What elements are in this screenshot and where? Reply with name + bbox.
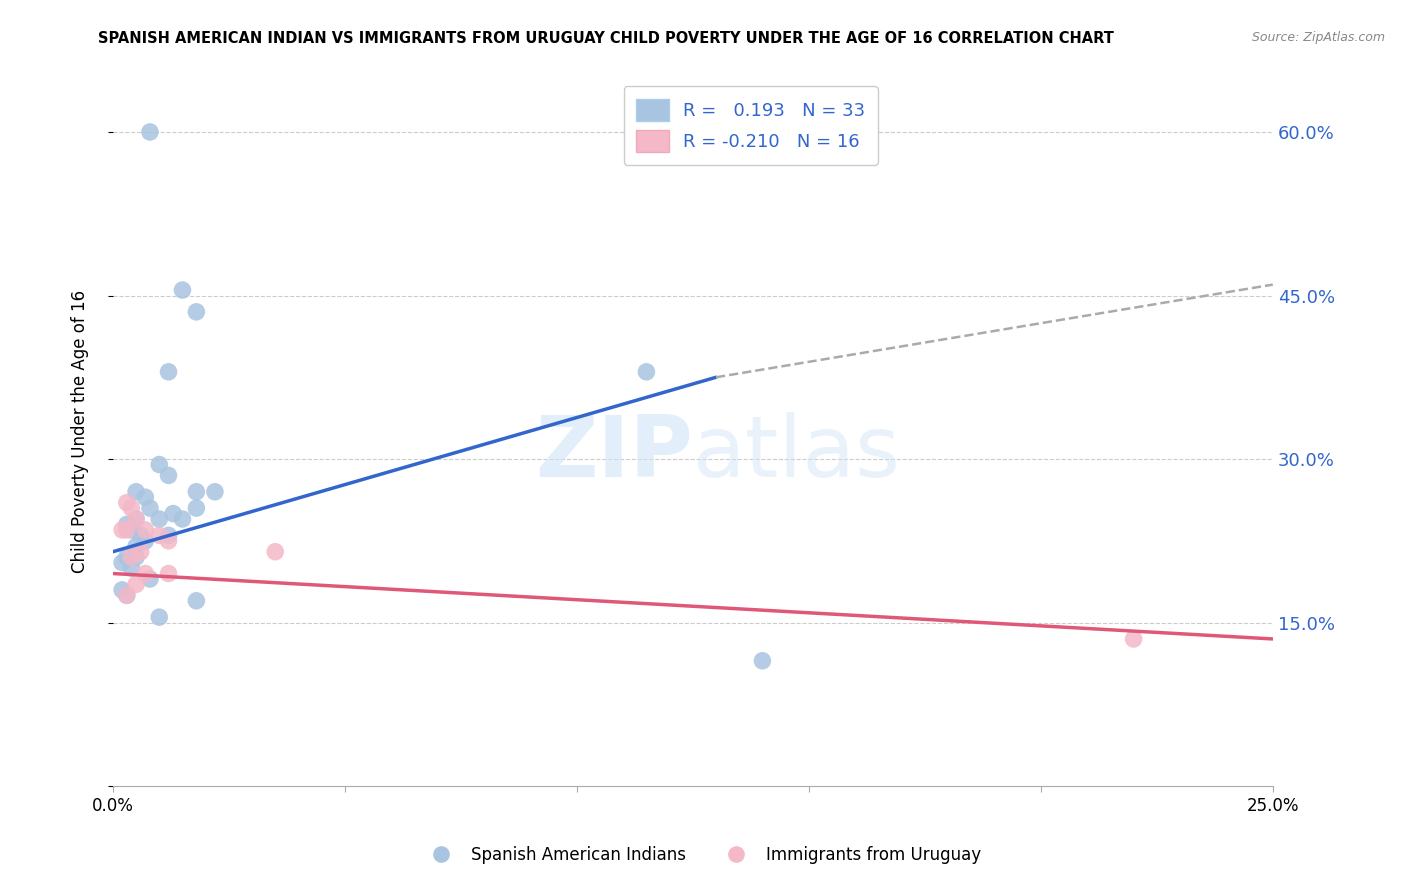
Point	[125, 484, 148, 499]
Point	[751, 654, 773, 668]
Point	[129, 545, 152, 559]
Point	[186, 594, 208, 608]
Point	[148, 458, 170, 472]
Point	[115, 523, 138, 537]
Point	[125, 539, 148, 553]
Point	[157, 365, 180, 379]
Point	[636, 365, 658, 379]
Point	[120, 501, 142, 516]
Point	[148, 512, 170, 526]
Text: Source: ZipAtlas.com: Source: ZipAtlas.com	[1251, 31, 1385, 45]
Point	[134, 566, 156, 581]
Point	[115, 588, 138, 602]
Point	[139, 501, 162, 516]
Legend: R =   0.193   N = 33, R = -0.210   N = 16: R = 0.193 N = 33, R = -0.210 N = 16	[624, 87, 877, 165]
Point	[111, 582, 134, 597]
Point	[134, 490, 156, 504]
Point	[172, 283, 194, 297]
Point	[139, 572, 162, 586]
Point	[157, 528, 180, 542]
Point	[115, 496, 138, 510]
Point	[129, 528, 152, 542]
Point	[120, 523, 142, 537]
Point	[186, 484, 208, 499]
Text: ZIP: ZIP	[536, 411, 693, 494]
Legend: Spanish American Indians, Immigrants from Uruguay: Spanish American Indians, Immigrants fro…	[418, 839, 988, 871]
Point	[125, 550, 148, 565]
Point	[115, 588, 138, 602]
Point	[125, 512, 148, 526]
Point	[111, 556, 134, 570]
Point	[264, 545, 287, 559]
Point	[120, 561, 142, 575]
Point	[115, 550, 138, 565]
Point	[172, 512, 194, 526]
Point	[157, 468, 180, 483]
Text: atlas: atlas	[693, 411, 901, 494]
Point	[148, 528, 170, 542]
Point	[115, 517, 138, 532]
Point	[125, 577, 148, 591]
Text: SPANISH AMERICAN INDIAN VS IMMIGRANTS FROM URUGUAY CHILD POVERTY UNDER THE AGE O: SPANISH AMERICAN INDIAN VS IMMIGRANTS FR…	[98, 31, 1115, 46]
Point	[186, 501, 208, 516]
Point	[204, 484, 226, 499]
Point	[1122, 632, 1144, 646]
Point	[120, 550, 142, 565]
Point	[134, 523, 156, 537]
Point	[162, 507, 184, 521]
Point	[148, 610, 170, 624]
Point	[157, 566, 180, 581]
Point	[134, 533, 156, 548]
Point	[111, 523, 134, 537]
Point	[157, 533, 180, 548]
Point	[125, 512, 148, 526]
Y-axis label: Child Poverty Under the Age of 16: Child Poverty Under the Age of 16	[72, 290, 89, 574]
Point	[186, 305, 208, 319]
Point	[139, 125, 162, 139]
